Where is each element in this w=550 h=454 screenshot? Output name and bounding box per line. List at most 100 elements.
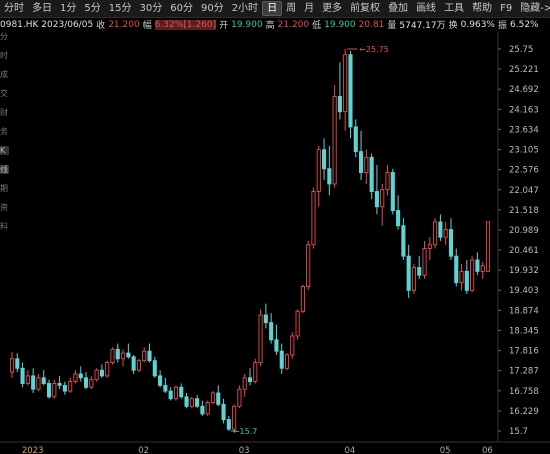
- candle-body-47: [258, 314, 263, 364]
- candle-body-29: [163, 384, 168, 392]
- candle-body-81: [438, 221, 443, 238]
- period-button-9[interactable]: 日: [262, 1, 283, 16]
- side-tab-0[interactable]: 分: [0, 32, 8, 41]
- tool-button-2[interactable]: 画线: [416, 3, 437, 14]
- candle-body-55: [300, 286, 305, 312]
- candle-body-9: [57, 383, 62, 386]
- candle-body-56: [306, 244, 311, 288]
- period-button-2[interactable]: 1分: [60, 3, 77, 14]
- candlestick-chart[interactable]: 25.75 25.221 24.692 24.163 23.634 23.105 22.57…: [0, 32, 550, 454]
- side-tab-4[interactable]: 财: [0, 108, 8, 117]
- open-label: 开: [219, 21, 229, 31]
- candle-body-3: [25, 375, 30, 384]
- x-tick-label-1: 02: [138, 446, 149, 454]
- y-tick-label-14: 18.345: [509, 326, 539, 336]
- candle-body-65: [353, 126, 358, 153]
- x-tick-label-4: 05: [440, 446, 451, 454]
- side-tab-7[interactable]: 线: [0, 165, 9, 174]
- candle-body-84: [454, 255, 459, 284]
- x-tick-label-2: 03: [239, 446, 250, 454]
- candle-body-11: [68, 381, 73, 392]
- candle-body-38: [210, 392, 216, 403]
- period-button-0[interactable]: 分时: [4, 3, 24, 14]
- side-tab-6[interactable]: K: [0, 146, 9, 155]
- candle-body-74: [401, 225, 406, 257]
- candle-body-39: [216, 392, 221, 405]
- side-tab-1[interactable]: 时: [0, 51, 8, 60]
- candle-body-27: [152, 360, 157, 377]
- y-tick-label-3: 24.163: [509, 105, 539, 115]
- candle-body-59: [321, 149, 327, 170]
- candle-body-53: [290, 335, 295, 356]
- x-tick-label-0: 2023: [22, 446, 44, 454]
- open-value: 19.900: [231, 19, 263, 30]
- candle-body-19: [110, 348, 115, 364]
- candle-body-72: [390, 172, 395, 211]
- tool-button-3[interactable]: 工具: [444, 3, 465, 14]
- period-button-12[interactable]: 更多: [322, 3, 343, 14]
- candle-body-79: [427, 244, 432, 250]
- candle-body-73: [396, 210, 401, 227]
- candle-body-6: [41, 377, 46, 384]
- candle-body-17: [99, 369, 104, 377]
- side-tab-2[interactable]: 成: [0, 70, 8, 79]
- period-button-8[interactable]: 2小时: [231, 3, 259, 14]
- candle-body-82: [443, 229, 448, 238]
- turnover-value: 0.963%: [460, 19, 495, 30]
- period-button-3[interactable]: 5分: [84, 3, 101, 14]
- candle-body-87: [470, 259, 475, 291]
- tool-button-4[interactable]: 帮助: [472, 3, 493, 14]
- low-value: 19.900: [324, 19, 356, 30]
- turnover-label: 换: [448, 21, 458, 31]
- candle-body-71: [385, 172, 390, 191]
- candle-body-75: [406, 255, 411, 291]
- tool-button-6[interactable]: 隐藏->: [520, 3, 550, 14]
- high-value: 21.200: [277, 19, 310, 30]
- candle-body-88: [475, 259, 480, 272]
- candle-body-1: [15, 358, 20, 369]
- candle-body-4: [31, 375, 36, 390]
- candle-body-8: [52, 383, 57, 398]
- side-tab-10[interactable]: 料: [0, 222, 8, 231]
- candle-body-68: [369, 156, 374, 192]
- stock-code-date: 0981.HK 2023/06/05: [0, 19, 94, 30]
- period-button-11[interactable]: 月: [304, 3, 315, 14]
- amplitude-value: 6.52%: [510, 19, 539, 30]
- candle-body-83: [448, 229, 454, 257]
- period-button-4[interactable]: 15分: [108, 3, 132, 14]
- candle-body-14: [83, 377, 89, 388]
- candle-body-18: [105, 362, 110, 377]
- candle-body-42: [232, 405, 237, 430]
- candle-body-37: [205, 402, 210, 415]
- candle-body-76: [411, 267, 417, 291]
- candle-body-66: [359, 151, 364, 173]
- y-tick-label-13: 18.874: [509, 306, 539, 316]
- period-button-5[interactable]: 30分: [139, 3, 163, 14]
- tool-button-1[interactable]: 叠加: [388, 3, 409, 14]
- candle-body-54: [295, 310, 300, 337]
- candle-body-64: [348, 54, 353, 128]
- y-tick-label-2: 24.692: [509, 85, 539, 95]
- period-button-1[interactable]: 多日: [32, 3, 52, 14]
- y-tick-label-17: 16.758: [509, 387, 539, 397]
- tool-button-0[interactable]: 前复权: [350, 3, 381, 14]
- candle-body-51: [279, 350, 284, 369]
- side-tab-9[interactable]: 资: [0, 203, 8, 212]
- candle-body-80: [433, 221, 438, 246]
- period-button-7[interactable]: 90分: [200, 3, 224, 14]
- y-tick-label-0: 25.75: [509, 45, 533, 55]
- side-tab-5[interactable]: 务: [0, 127, 8, 136]
- y-tick-label-15: 17.816: [509, 347, 539, 357]
- candle-body-10: [62, 384, 67, 392]
- period-toolbar: 分时 多日 1分 5分 15分 30分 60分 90分 2小时日周月更多 前复权 叠加 画线 工具 帮助 F…: [0, 0, 550, 18]
- candle-body-67: [364, 156, 369, 173]
- side-tab-3[interactable]: 交: [0, 89, 8, 98]
- volume-value: 5747.17万: [399, 21, 446, 31]
- period-button-6[interactable]: 60分: [170, 3, 193, 14]
- candle-body-58: [316, 149, 321, 192]
- y-tick-label-19: 15.7: [509, 427, 528, 437]
- period-button-10[interactable]: 周: [286, 3, 297, 14]
- tool-button-5[interactable]: F9: [500, 3, 513, 14]
- side-tab-8[interactable]: 期: [0, 184, 8, 193]
- candle-body-44: [242, 377, 247, 390]
